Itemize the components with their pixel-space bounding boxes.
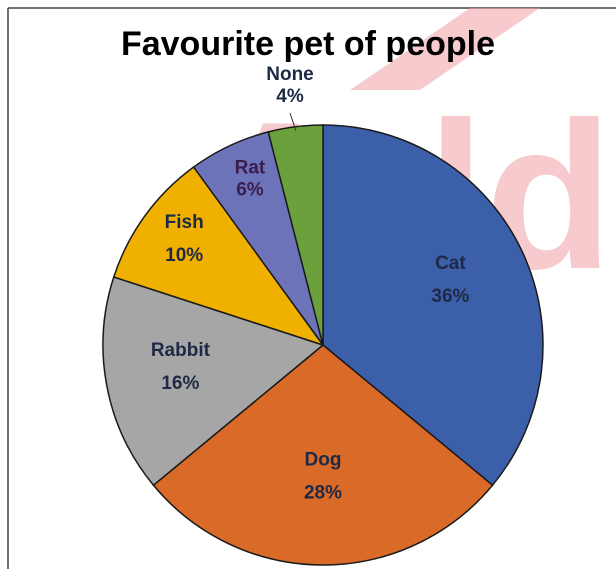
- slice-value-cat: 36%: [431, 286, 469, 307]
- slice-label-fish: Fish: [165, 212, 204, 233]
- slice-value-fish: 10%: [165, 245, 203, 266]
- pie-slices: [102, 124, 544, 566]
- pie-slice-none: [267, 124, 324, 346]
- slice-label-none: None: [266, 64, 314, 85]
- pie-slice-rabbit: [102, 276, 325, 487]
- pie-slice-dog: [152, 344, 494, 566]
- slice-value-rabbit: 16%: [161, 373, 199, 394]
- slice-label-rat: Rat: [235, 158, 266, 179]
- pie-slice-cat: [322, 124, 544, 487]
- slice-label-dog: Dog: [305, 449, 342, 470]
- slice-value-none: 4%: [276, 86, 304, 107]
- slice-value-dog: 28%: [304, 482, 342, 503]
- slice-label-rabbit: Rabbit: [151, 340, 211, 361]
- slice-label-cat: Cat: [435, 253, 466, 274]
- pie-slice-fish: [112, 165, 325, 347]
- chart-title: Favourite pet of people: [121, 25, 495, 63]
- slice-value-rat: 6%: [236, 180, 264, 201]
- leader-line-none: [289, 112, 297, 131]
- watermark-swoosh: [350, 8, 540, 90]
